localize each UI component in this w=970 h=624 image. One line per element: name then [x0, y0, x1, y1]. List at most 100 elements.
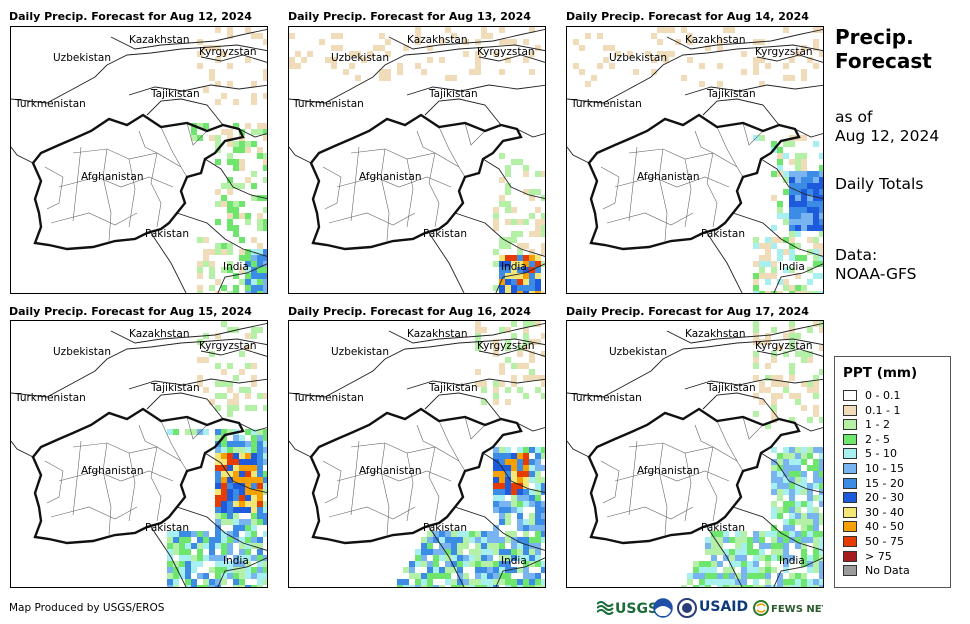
province-border [716, 420, 744, 472]
province-border [428, 446, 440, 522]
fewsnet-globe-icon: FEWS NET [753, 600, 829, 616]
label-turkmenistan: Turkmenistan [570, 392, 642, 404]
country-border [567, 440, 590, 458]
label-india: India [223, 261, 249, 273]
label-india: India [501, 555, 527, 567]
legend-swatch [843, 433, 857, 445]
province-border [160, 126, 188, 178]
province-border [102, 442, 112, 536]
country-border [289, 146, 312, 164]
country-border [424, 392, 502, 420]
province-border [684, 158, 692, 228]
country-border [756, 348, 823, 357]
country-border [289, 338, 545, 398]
data-source: NOAA-GFS [835, 265, 917, 283]
label-tajikistan: Tajikistan [150, 382, 200, 394]
as-of-label: as of [835, 108, 873, 126]
country-border [478, 348, 545, 357]
province-border [336, 470, 452, 482]
afghanistan-border [31, 113, 245, 251]
country-border [428, 526, 465, 587]
map-panel-6: Kazakhstan Kyrgyzstan Uzbekistan Tajikistan… [566, 320, 824, 588]
country-border [773, 557, 823, 587]
province-border [72, 440, 82, 516]
country-border [482, 452, 545, 494]
country-border [406, 378, 545, 390]
legend-swatch [843, 419, 857, 431]
seal-icon [677, 598, 697, 618]
data-label: Data: [835, 246, 878, 264]
province-border [614, 176, 730, 188]
country-border [567, 44, 823, 104]
legend-swatch [843, 536, 857, 547]
country-border [146, 392, 224, 420]
panel-title-1: Daily Precip. Forecast for Aug 12, 2024 [9, 10, 252, 23]
province-border [322, 166, 342, 210]
province-border [706, 152, 718, 228]
province-border [438, 420, 466, 472]
afghanistan-border [587, 113, 801, 251]
label-india: India [779, 555, 805, 567]
province-border [336, 176, 452, 188]
country-border [110, 322, 267, 344]
daily-totals-label: Daily Totals [835, 175, 924, 193]
label-turkmenistan: Turkmenistan [14, 98, 86, 110]
label-kazakhstan: Kazakhstan [685, 34, 746, 46]
province-border [128, 158, 136, 228]
province-border [600, 166, 620, 210]
country-border [204, 158, 267, 200]
province-border [406, 452, 414, 522]
province-border [438, 126, 466, 178]
country-border [760, 158, 823, 200]
legend-swatch [843, 565, 857, 577]
country-border [706, 526, 743, 587]
province-border [464, 122, 486, 146]
label-uzbekistan: Uzbekistan [53, 346, 111, 358]
legend-label: > 75 [865, 549, 892, 563]
label-uzbekistan: Uzbekistan [53, 52, 111, 64]
label-turkmenistan: Turkmenistan [14, 392, 86, 404]
province-border [694, 130, 714, 154]
country-border [454, 212, 545, 257]
label-uzbekistan: Uzbekistan [609, 346, 667, 358]
label-kyrgyzstan: Kyrgyzstan [199, 340, 257, 352]
legend-label: 0 - 0.1 [865, 389, 901, 402]
country-border [110, 28, 267, 50]
panel-title-2: Daily Precip. Forecast for Aug 13, 2024 [288, 10, 531, 23]
precip-map: Kazakhstan Kyrgyzstan Uzbekistan Tajikistan… [11, 27, 267, 293]
province-border [380, 148, 390, 242]
country-border [732, 212, 823, 257]
country-border [406, 84, 545, 96]
province-border [72, 442, 182, 462]
side-title: Precip. Forecast [835, 25, 932, 73]
map-panel-4: Kazakhstan Kyrgyzstan Uzbekistan Tajikistan… [10, 320, 268, 588]
label-kazakhstan: Kazakhstan [129, 328, 190, 340]
precip-map: Kazakhstan Kyrgyzstan Uzbekistan Tajikistan… [289, 321, 545, 587]
province-border [606, 506, 694, 520]
noaa-logo [653, 598, 673, 622]
legend-label: 50 - 75 [865, 535, 904, 548]
province-border [160, 420, 188, 472]
country-border [495, 263, 545, 293]
label-uzbekistan: Uzbekistan [609, 52, 667, 64]
label-kazakhstan: Kazakhstan [407, 328, 468, 340]
legend-label: No Data [865, 564, 910, 578]
province-border [50, 506, 138, 520]
label-afghanistan: Afghanistan [359, 465, 422, 477]
country-border [666, 28, 823, 50]
country-border [482, 158, 545, 200]
usaid-logo: USAID [699, 599, 749, 615]
province-border [628, 442, 738, 462]
province-border [138, 424, 158, 448]
province-border [44, 166, 64, 210]
country-border [11, 146, 34, 164]
province-border [694, 424, 714, 448]
usgs-wave-icon: USGS [596, 601, 658, 617]
country-border [478, 54, 545, 63]
precip-map: Kazakhstan Kyrgyzstan Uzbekistan Tajikistan… [11, 321, 267, 587]
province-border [380, 442, 390, 536]
legend-label: 5 - 10 [865, 447, 897, 461]
legend-swatch [843, 463, 857, 474]
label-kyrgyzstan: Kyrgyzstan [477, 46, 535, 58]
